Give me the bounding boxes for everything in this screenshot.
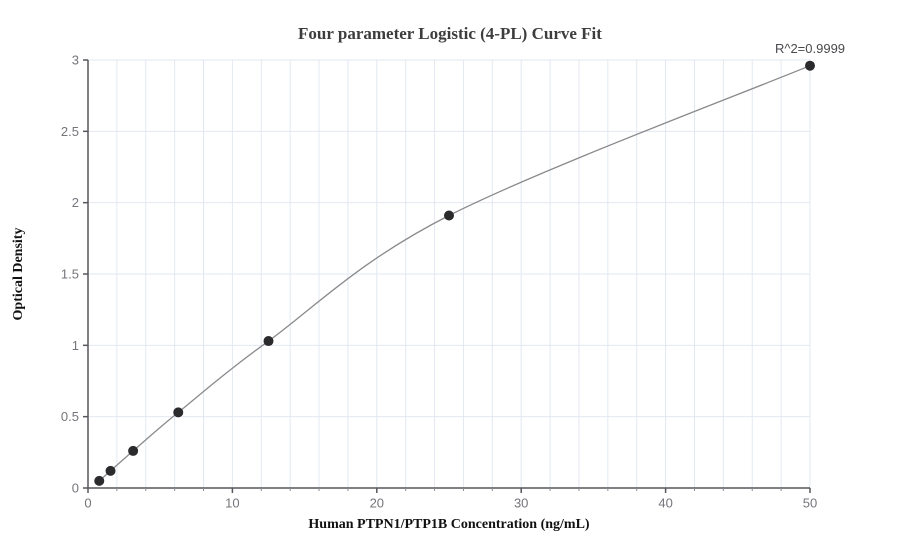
data-point xyxy=(263,336,274,347)
y-tick-label: 0.5 xyxy=(61,409,79,424)
chart-title: Four parameter Logistic (4-PL) Curve Fit xyxy=(298,24,602,43)
r-squared-annotation: R^2=0.9999 xyxy=(774,41,846,56)
x-axis-title: Human PTPN1/PTP1B Concentration (ng/mL) xyxy=(308,517,590,532)
x-tick-label: 0 xyxy=(84,496,91,511)
data-point xyxy=(94,475,105,486)
data-point xyxy=(128,445,139,456)
y-tick-label: 1.5 xyxy=(61,266,79,281)
x-tick-label: 10 xyxy=(225,496,239,511)
data-point xyxy=(444,210,454,221)
x-tick-label: 40 xyxy=(658,496,672,511)
data-point xyxy=(805,60,815,71)
x-tick-label: 30 xyxy=(514,496,528,511)
x-tick-label: 20 xyxy=(370,496,384,511)
data-point xyxy=(105,465,116,476)
y-tick-label: 2 xyxy=(72,195,79,210)
y-tick-label: 3 xyxy=(72,52,79,67)
y-tick-label: 0 xyxy=(72,480,79,495)
fit-curve xyxy=(98,65,811,482)
y-tick-label: 2.5 xyxy=(61,124,79,139)
y-tick-label: 1 xyxy=(72,338,79,353)
x-tick-label: 50 xyxy=(803,496,817,511)
data-point xyxy=(173,407,184,418)
